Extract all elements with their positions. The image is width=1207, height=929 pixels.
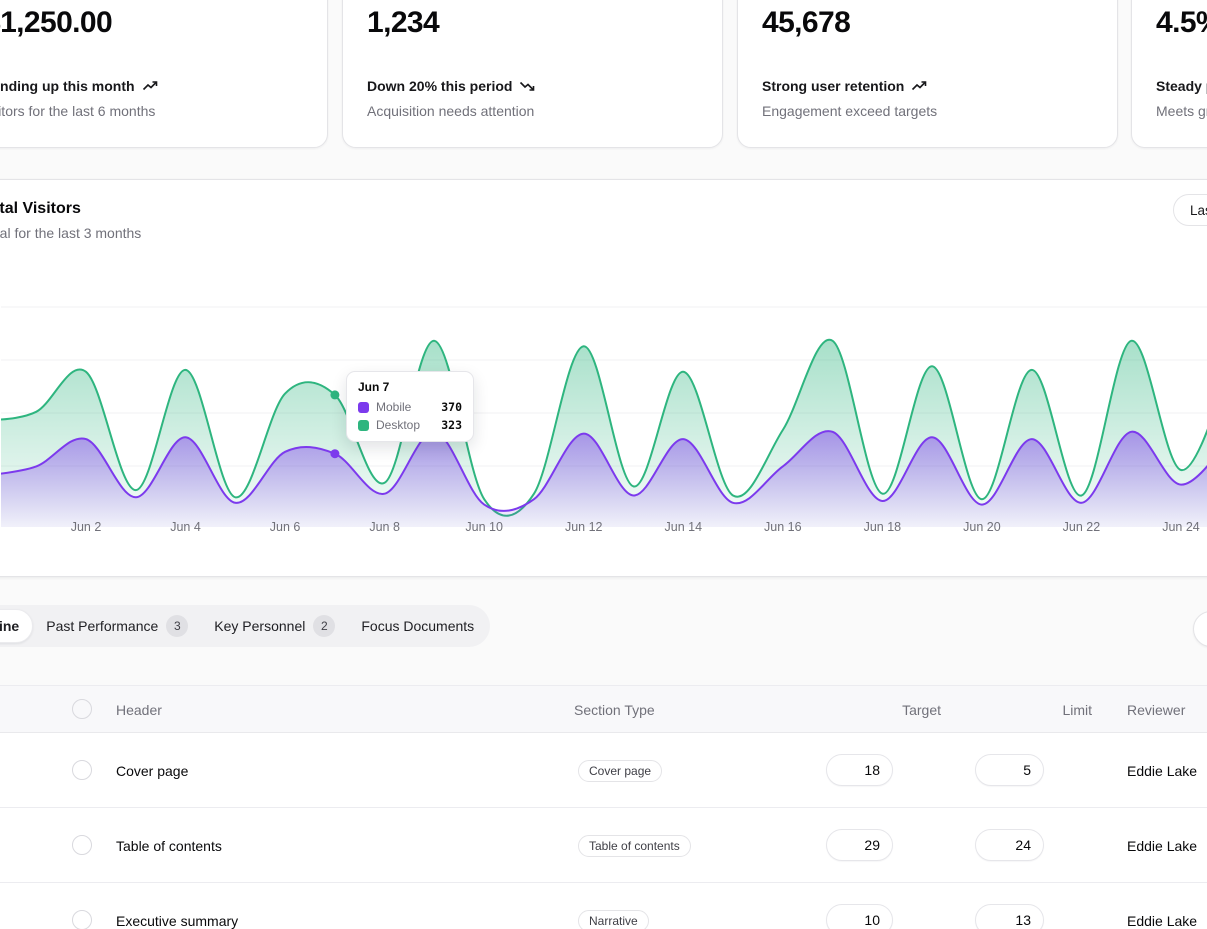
section-type-cell: Cover page xyxy=(578,733,663,808)
chart-title: Total Visitors xyxy=(0,200,81,217)
desktop-series-swatch xyxy=(358,419,369,431)
limit-input[interactable] xyxy=(975,754,1044,786)
tab-label: Focus Documents xyxy=(361,618,475,634)
section-type-cell: Table of contents xyxy=(578,808,691,883)
target-input[interactable] xyxy=(826,904,893,929)
visitors-area-chart[interactable] xyxy=(1,291,1207,527)
trending-up-icon xyxy=(142,81,157,91)
stat-trend-label: Trending up this month xyxy=(0,78,135,94)
section-type-badge: Narrative xyxy=(578,909,649,929)
tooltip-series-value: 323 xyxy=(441,418,462,432)
column-header: Section Type xyxy=(574,702,655,718)
section-type-badge: Cover page xyxy=(578,759,663,782)
tooltip-series-value: 370 xyxy=(441,400,462,414)
target-input[interactable] xyxy=(826,829,893,861)
column-header: Target xyxy=(902,702,941,718)
date-range-button[interactable]: Last 3 months xyxy=(1173,194,1207,226)
x-axis-tick: Jun 24 xyxy=(1162,520,1200,534)
select-all-checkbox[interactable] xyxy=(72,699,92,719)
trending-up-icon xyxy=(912,81,927,91)
row-checkbox[interactable] xyxy=(72,910,92,929)
row-header-cell: Table of contents xyxy=(116,837,222,854)
stat-card: 1,234 Down 20% this period Acquisition n… xyxy=(342,0,723,148)
stat-card: $1,250.00 Trending up this month Visitor… xyxy=(0,0,328,148)
tooltip-series-label: Desktop xyxy=(376,418,421,432)
x-axis-tick: Jun 12 xyxy=(564,520,603,534)
stat-trend-label: Down 20% this period xyxy=(367,78,513,94)
tab-past-performance[interactable]: Past Performance 3 xyxy=(33,609,201,643)
stat-trend: Steady performance increase xyxy=(1156,78,1207,94)
section-type-badge: Table of contents xyxy=(578,834,691,857)
stat-card: 4.5% Steady performance increase Meets g… xyxy=(1131,0,1207,148)
x-axis-tick: Jun 14 xyxy=(664,520,703,534)
row-header-cell: Executive summary xyxy=(116,912,239,929)
chart-tooltip: Jun 7 Mobile 370 Desktop 323 xyxy=(346,371,474,442)
x-axis-tick: Jun 10 xyxy=(465,520,503,534)
stat-subtext: Acquisition needs attention xyxy=(367,103,535,119)
x-axis-tick: Jun 6 xyxy=(269,520,301,534)
stat-card: 45,678 Strong user retention Engagement … xyxy=(737,0,1118,148)
limit-input[interactable] xyxy=(975,829,1044,861)
row-checkbox[interactable] xyxy=(72,760,92,780)
mobile-series-swatch xyxy=(358,401,369,413)
tab-focus-documents[interactable]: Focus Documents xyxy=(348,609,487,643)
tooltip-row: Desktop 323 xyxy=(358,418,462,432)
tab-outline[interactable]: Outline xyxy=(0,609,34,643)
column-header: Header xyxy=(116,702,162,718)
row-checkbox[interactable] xyxy=(72,835,92,855)
reviewer-cell: Eddie Lake xyxy=(1127,837,1198,854)
x-axis-tick: Jun 2 xyxy=(70,520,102,534)
stat-subtext: Engagement exceed targets xyxy=(762,103,938,119)
x-axis-tick: Jun 8 xyxy=(369,520,400,534)
sections-table: Header Section Type Target Limit Reviewe… xyxy=(0,685,1207,929)
stat-trend: Down 20% this period xyxy=(367,78,535,94)
stat-trend-label: Steady performance increase xyxy=(1156,78,1207,94)
trending-down-icon xyxy=(520,81,535,91)
chart-subtitle: Total for the last 3 months xyxy=(0,225,142,241)
reviewer-cell: Eddie Lake xyxy=(1127,912,1198,929)
table-row: Table of contents Table of contents Eddi… xyxy=(0,808,1207,883)
stat-subtext: Meets growth projections xyxy=(1156,103,1207,119)
tab-label: Key Personnel xyxy=(214,618,306,634)
section-type-cell: Narrative xyxy=(578,883,649,929)
x-axis-tick: Jun 20 xyxy=(963,520,1001,534)
column-header: Limit xyxy=(1062,702,1092,718)
visitors-chart-card: Total Visitors Total for the last 3 mont… xyxy=(0,179,1207,577)
section-tabs: Outline Past Performance 3 Key Personnel… xyxy=(0,605,490,647)
reviewer-cell: Eddie Lake xyxy=(1127,762,1198,779)
limit-input[interactable] xyxy=(975,904,1044,929)
row-header-cell: Cover page xyxy=(116,762,189,779)
tab-count-badge: 3 xyxy=(166,615,189,637)
stat-subtext: Visitors for the last 6 months xyxy=(0,103,156,119)
tab-key-personnel[interactable]: Key Personnel 2 xyxy=(201,609,348,643)
stat-trend: Trending up this month xyxy=(0,78,158,94)
tab-count-badge: 2 xyxy=(313,615,336,637)
stat-value: 4.5% xyxy=(1156,6,1207,39)
stat-value: 1,234 xyxy=(367,6,440,39)
table-row: Cover page Cover page Eddie Lake xyxy=(0,733,1207,808)
tooltip-series-label: Mobile xyxy=(376,400,412,414)
x-axis-tick: Jun 22 xyxy=(1062,520,1101,534)
x-axis: Jun 2 Jun 4 Jun 6 Jun 8 Jun 10 Jun 12 Ju… xyxy=(1,520,1207,540)
stat-value: 45,678 xyxy=(762,6,851,39)
column-header: Reviewer xyxy=(1127,702,1186,718)
stat-trend-label: Strong user retention xyxy=(762,78,905,94)
tooltip-date: Jun 7 xyxy=(358,380,390,394)
tab-label: Outline xyxy=(0,618,20,634)
tooltip-row: Mobile 370 xyxy=(358,400,462,414)
stat-trend: Strong user retention xyxy=(762,78,927,94)
table-header-row: Header Section Type Target Limit Reviewe… xyxy=(0,685,1207,733)
x-axis-tick: Jun 16 xyxy=(764,520,802,534)
target-input[interactable] xyxy=(826,754,893,786)
table-row: Executive summary Narrative Eddie Lake xyxy=(0,883,1207,929)
x-axis-tick: Jun 4 xyxy=(170,520,201,534)
customize-columns-button[interactable] xyxy=(1193,611,1207,647)
stat-value: $1,250.00 xyxy=(0,6,113,39)
x-axis-tick: Jun 18 xyxy=(863,520,902,534)
tab-label: Past Performance xyxy=(46,618,159,634)
